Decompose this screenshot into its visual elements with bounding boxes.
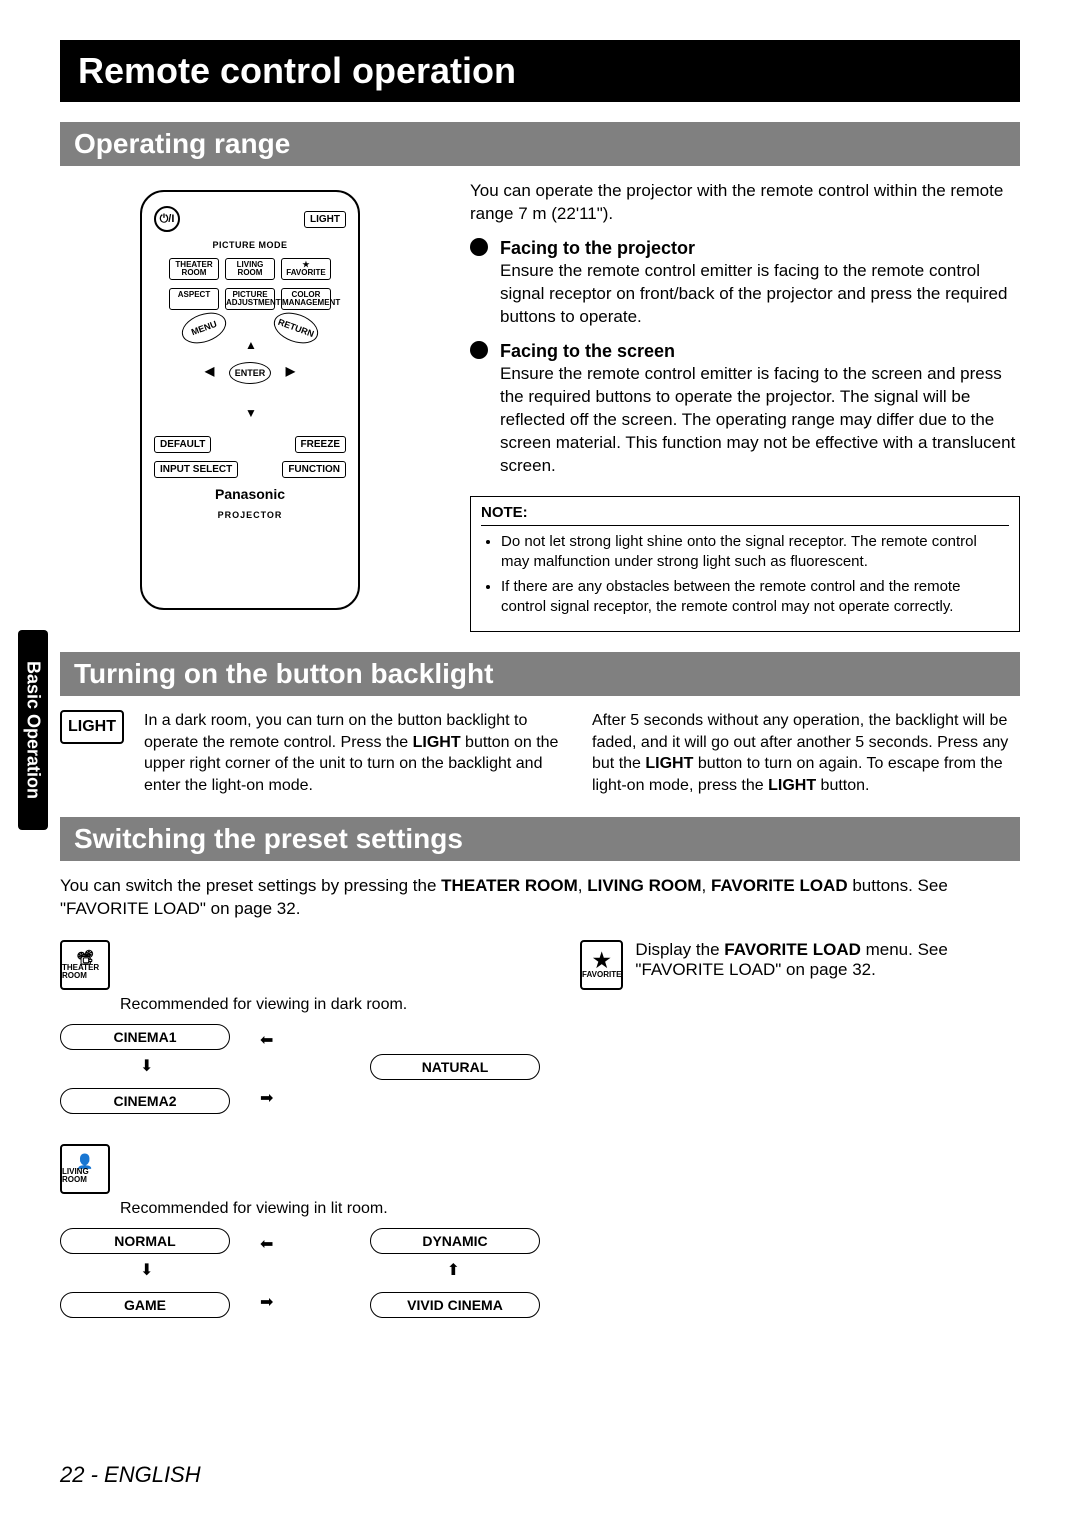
backlight-right-text: After 5 seconds without any operation, t… xyxy=(592,710,1020,796)
intro-text: You can operate the projector with the r… xyxy=(470,180,1020,226)
remote-illustration: ⏻/I LIGHT PICTURE MODE THEATER ROOM LIVI… xyxy=(60,180,440,632)
aspect-button: ASPECT xyxy=(169,288,219,310)
freeze-button: FREEZE xyxy=(295,436,346,453)
theater-room-icon: 📽 THEATER ROOM xyxy=(60,940,110,990)
cinema2-pill: CINEMA2 xyxy=(60,1088,230,1114)
light-button: LIGHT xyxy=(304,211,346,228)
down-arrow-icon: ⬇ xyxy=(140,1260,153,1280)
cinema1-pill: CINEMA1 xyxy=(60,1024,230,1050)
power-icon: ⏻/I xyxy=(154,206,180,232)
normal-pill: NORMAL xyxy=(60,1228,230,1254)
down-arrow-icon: ⬇ xyxy=(140,1056,153,1076)
projector-label: PROJECTOR xyxy=(218,510,283,520)
page-title: Remote control operation xyxy=(60,40,1020,102)
favorite-button: ★FAVORITE xyxy=(281,258,331,280)
theater-room-button: THEATER ROOM xyxy=(169,258,219,280)
bullet-icon xyxy=(470,341,488,359)
up-arrow-icon: ⬆ xyxy=(447,1260,460,1280)
menu-button: MENU xyxy=(178,307,231,349)
bullet-icon xyxy=(470,238,488,256)
section-operating-range: Operating range xyxy=(60,122,1020,166)
function-button: FUNCTION xyxy=(282,461,346,478)
vivid-pill: VIVID CINEMA xyxy=(370,1292,540,1318)
facing-screen-text: Ensure the remote control emitter is fac… xyxy=(500,363,1020,478)
note-heading: NOTE: xyxy=(481,503,1009,526)
theater-recommendation: Recommended for viewing in dark room. xyxy=(120,996,540,1014)
brand-label: Panasonic xyxy=(215,486,285,502)
backlight-left-text: In a dark room, you can turn on the butt… xyxy=(144,710,572,796)
picture-adjust-button: PICTURE ADJUSTMENT xyxy=(225,288,275,310)
light-button-illustration: LIGHT xyxy=(60,710,124,744)
facing-screen-heading: Facing to the screen xyxy=(500,339,1020,363)
section-backlight: Turning on the button backlight xyxy=(60,652,1020,696)
right-arrow-icon: ➡ xyxy=(260,1088,273,1108)
dynamic-pill: DYNAMIC xyxy=(370,1228,540,1254)
right-arrow-icon: ▶ xyxy=(286,364,295,378)
note-item: Do not let strong light shine onto the s… xyxy=(501,532,1009,573)
page-number: 22 - ENGLISH xyxy=(60,1462,201,1488)
return-button: RETURN xyxy=(270,307,323,349)
note-item: If there are any obstacles between the r… xyxy=(501,577,1009,618)
living-recommendation: Recommended for viewing in lit room. xyxy=(120,1200,540,1218)
up-arrow-icon: ▲ xyxy=(245,338,257,352)
living-cycle: NORMAL GAME DYNAMIC VIVID CINEMA ⬇ ⬅ ➡ ⬆ xyxy=(60,1228,540,1318)
facing-projector-text: Ensure the remote control emitter is fac… xyxy=(500,260,1020,329)
natural-pill: NATURAL xyxy=(370,1054,540,1080)
theater-cycle: CINEMA1 CINEMA2 NATURAL ⬇ ⬅ ➡ xyxy=(60,1024,540,1114)
left-arrow-icon: ⬅ xyxy=(260,1234,273,1254)
preset-intro: You can switch the preset settings by pr… xyxy=(60,875,1020,921)
favorite-text: Display the FAVORITE LOAD menu. See "FAV… xyxy=(635,940,1020,1348)
enter-button: ENTER xyxy=(229,362,271,384)
facing-projector-heading: Facing to the projector xyxy=(500,236,1020,260)
side-tab: Basic Operation xyxy=(18,630,48,830)
left-arrow-icon: ◀ xyxy=(205,364,214,378)
default-button: DEFAULT xyxy=(154,436,211,453)
color-mgmt-button: COLOR MANAGEMENT xyxy=(281,288,331,310)
living-room-button: LIVING ROOM xyxy=(225,258,275,280)
section-preset: Switching the preset settings xyxy=(60,817,1020,861)
note-box: NOTE: Do not let strong light shine onto… xyxy=(470,496,1020,632)
left-arrow-icon: ⬅ xyxy=(260,1030,273,1050)
right-arrow-icon: ➡ xyxy=(260,1292,273,1312)
picture-mode-label: PICTURE MODE xyxy=(212,240,287,250)
living-room-icon: 👤 LIVING ROOM xyxy=(60,1144,110,1194)
input-select-button: INPUT SELECT xyxy=(154,461,238,478)
down-arrow-icon: ▼ xyxy=(245,406,257,420)
favorite-icon: ★ FAVORITE xyxy=(580,940,623,990)
game-pill: GAME xyxy=(60,1292,230,1318)
